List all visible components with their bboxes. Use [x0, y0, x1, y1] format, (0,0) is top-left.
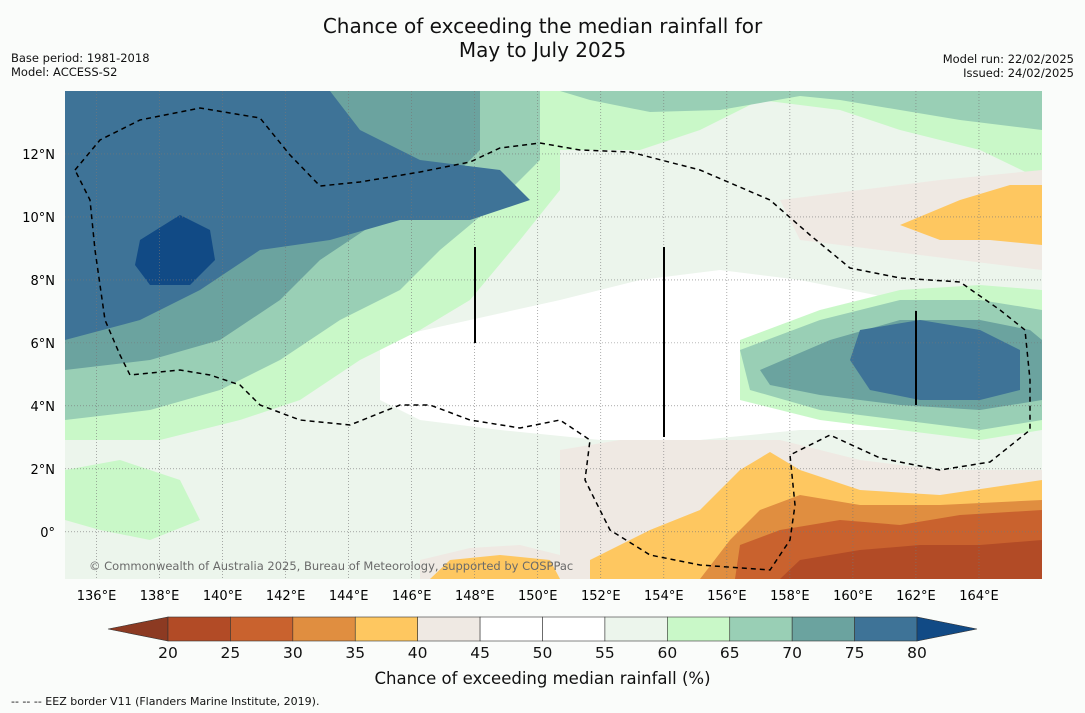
colorbar-over-arrow	[916, 616, 978, 642]
colorbar-tick-label: 60	[657, 644, 678, 662]
lon-tick-label: 152°E	[581, 589, 621, 604]
copyright-text: © Commonwealth of Australia 2025, Bureau…	[89, 559, 573, 573]
region-ne-35	[900, 185, 1042, 245]
rainfall-map: © Commonwealth of Australia 2025, Bureau…	[22, 91, 1042, 604]
colorbar-segment	[854, 616, 918, 642]
region-sw-40	[430, 555, 560, 579]
colorbar-segment	[167, 616, 231, 642]
lon-tick-label: 140°E	[203, 589, 243, 604]
lon-tick-label: 142°E	[266, 589, 306, 604]
colorbar-label: Chance of exceeding median rainfall (%)	[374, 669, 711, 688]
lat-tick-label: 4°N	[31, 400, 56, 415]
lon-tick-label: 160°E	[833, 589, 873, 604]
title-line-2: May to July 2025	[458, 38, 627, 62]
colorbar-segment	[729, 616, 793, 642]
region-ne-40	[780, 170, 1042, 270]
colorbar-tick-label: 70	[782, 644, 803, 662]
map-fields: © Commonwealth of Australia 2025, Bureau…	[65, 91, 1042, 579]
colorbar-tick-label: 75	[844, 644, 865, 662]
colorbar-tick-label: 80	[907, 644, 927, 662]
lat-tick-label: 12°N	[22, 148, 55, 163]
region-west-core	[135, 215, 215, 285]
region-south-25	[780, 540, 1042, 579]
colorbar-segment	[292, 616, 356, 642]
lon-tick-label: 146°E	[392, 589, 432, 604]
issued-date: Issued: 24/02/2025	[963, 66, 1074, 80]
colorbar-tick-label: 55	[595, 644, 615, 662]
colorbar-segment	[667, 616, 731, 642]
colorbar-tick-label: 40	[407, 644, 428, 662]
colorbar-segment	[542, 616, 606, 642]
longitude-labels: 136°E 138°E 140°E 142°E 144°E 146°E 148°E 150°E…	[77, 589, 999, 604]
model-run: Model run: 22/02/2025	[942, 52, 1074, 66]
lon-tick-label: 138°E	[140, 589, 180, 604]
lon-tick-label: 156°E	[707, 589, 747, 604]
colorbar-tick-label: 65	[719, 644, 740, 662]
lat-tick-label: 0°	[40, 526, 55, 541]
lon-tick-label: 136°E	[77, 589, 117, 604]
colorbar-segment	[479, 616, 543, 642]
eez-legend-note: -- -- -- EEZ border V11 (Flanders Marine…	[11, 695, 320, 708]
base-period: Base period: 1981-2018	[11, 51, 150, 65]
colorbar-segment	[417, 616, 481, 642]
region-70-east	[560, 91, 1042, 130]
colorbar-segment	[354, 616, 418, 642]
colorbar-tick-label: 45	[470, 644, 490, 662]
colorbar-tick-label: 20	[158, 644, 178, 662]
lat-tick-label: 2°N	[31, 463, 56, 478]
colorbar-tick-label: 35	[345, 644, 366, 662]
lon-tick-label: 144°E	[329, 589, 369, 604]
chart-title: Chance of exceeding the median rainfall …	[0, 14, 1085, 62]
lon-tick-label: 154°E	[644, 589, 684, 604]
colorbar-tick-label: 50	[532, 644, 553, 662]
lon-tick-label: 150°E	[518, 589, 558, 604]
colorbar-under-arrow	[107, 616, 169, 642]
colorbar-segment	[791, 616, 855, 642]
lon-tick-label: 158°E	[770, 589, 810, 604]
base-period-info: Base period: 1981-2018 Model: ACCESS-S2	[11, 51, 150, 79]
latitude-labels: 0° 2°N 4°N 6°N 8°N 10°N 12°N	[22, 148, 55, 541]
colorbar-segment	[604, 616, 668, 642]
colorbar	[107, 616, 978, 642]
grid-lines	[65, 91, 1042, 579]
colorbar-tick-label: 25	[220, 644, 241, 662]
colorbar-tick-label: 30	[282, 644, 303, 662]
model-name: Model: ACCESS-S2	[11, 65, 118, 79]
title-line-1: Chance of exceeding the median rainfall …	[322, 14, 763, 38]
lat-tick-label: 8°N	[31, 274, 56, 289]
lon-tick-label: 148°E	[455, 589, 495, 604]
region-east-80	[850, 320, 1020, 400]
region-sw-green	[65, 460, 200, 540]
region-above-65-east	[400, 91, 1042, 180]
colorbar-segment	[230, 616, 294, 642]
lat-tick-label: 10°N	[22, 211, 55, 226]
lon-tick-label: 162°E	[896, 589, 936, 604]
lat-tick-label: 6°N	[31, 337, 56, 352]
lon-tick-label: 164°E	[959, 589, 999, 604]
issue-info: Model run: 22/02/2025 Issued: 24/02/2025	[943, 52, 1074, 80]
